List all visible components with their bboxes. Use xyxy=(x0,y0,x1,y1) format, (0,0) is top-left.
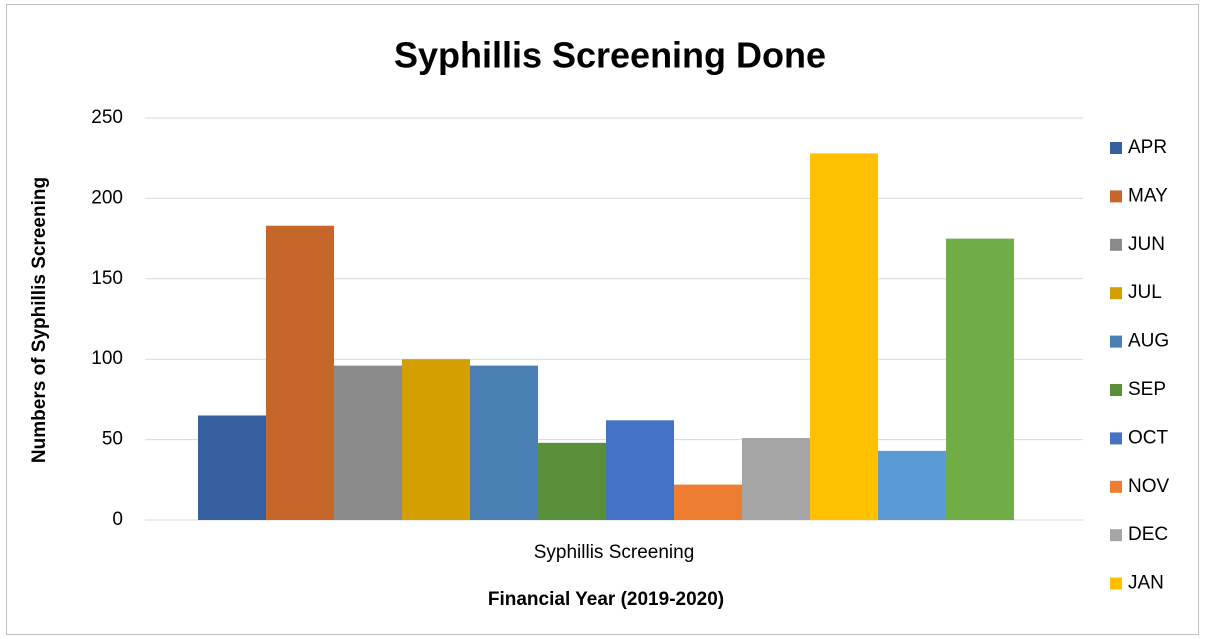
legend-swatch xyxy=(1110,142,1122,154)
chart-frame xyxy=(6,4,1199,635)
legend-label: JAN xyxy=(1128,573,1164,594)
bar xyxy=(606,420,674,520)
legend-label: DEC xyxy=(1128,524,1168,545)
legend-label: OCT xyxy=(1128,427,1169,448)
legend-label: APR xyxy=(1128,137,1167,158)
bar xyxy=(810,153,878,520)
bar xyxy=(538,442,606,520)
x-tick-label: Syphillis Screening xyxy=(534,542,695,563)
y-tick-label: 250 xyxy=(91,107,123,128)
y-tick-label: 200 xyxy=(91,187,123,208)
bar xyxy=(946,238,1014,520)
bar xyxy=(266,225,334,520)
legend-label: JUL xyxy=(1128,282,1162,303)
y-tick-label: 50 xyxy=(102,429,123,450)
y-tick-label: 150 xyxy=(91,268,123,289)
legend-label: NOV xyxy=(1128,476,1170,497)
bar xyxy=(470,365,538,520)
legend-swatch xyxy=(1110,287,1122,300)
legend-label: JUN xyxy=(1128,234,1165,255)
chart-title: Syphillis Screening Done xyxy=(394,35,826,76)
legend-swatch xyxy=(1110,577,1122,590)
bar xyxy=(402,359,470,520)
y-axis-title: Numbers of Syphillis Screening xyxy=(29,177,50,463)
legend-label: SEP xyxy=(1128,379,1166,400)
legend-swatch xyxy=(1110,238,1122,251)
bar xyxy=(742,437,810,520)
legend-swatch xyxy=(1110,335,1122,348)
legend-swatch xyxy=(1110,480,1122,493)
bar xyxy=(674,484,742,520)
y-tick-label: 0 xyxy=(112,509,123,530)
x-axis-title: Financial Year (2019-2020) xyxy=(488,589,724,610)
bar xyxy=(334,365,402,520)
legend-label: MAY xyxy=(1128,185,1168,206)
bar xyxy=(198,415,266,520)
bar xyxy=(878,450,946,520)
legend-swatch xyxy=(1110,190,1122,203)
legend-label: AUG xyxy=(1128,331,1169,352)
legend-swatch xyxy=(1110,529,1122,542)
legend-swatch xyxy=(1110,384,1122,396)
y-tick-label: 100 xyxy=(91,348,123,369)
legend-swatch xyxy=(1110,432,1122,445)
